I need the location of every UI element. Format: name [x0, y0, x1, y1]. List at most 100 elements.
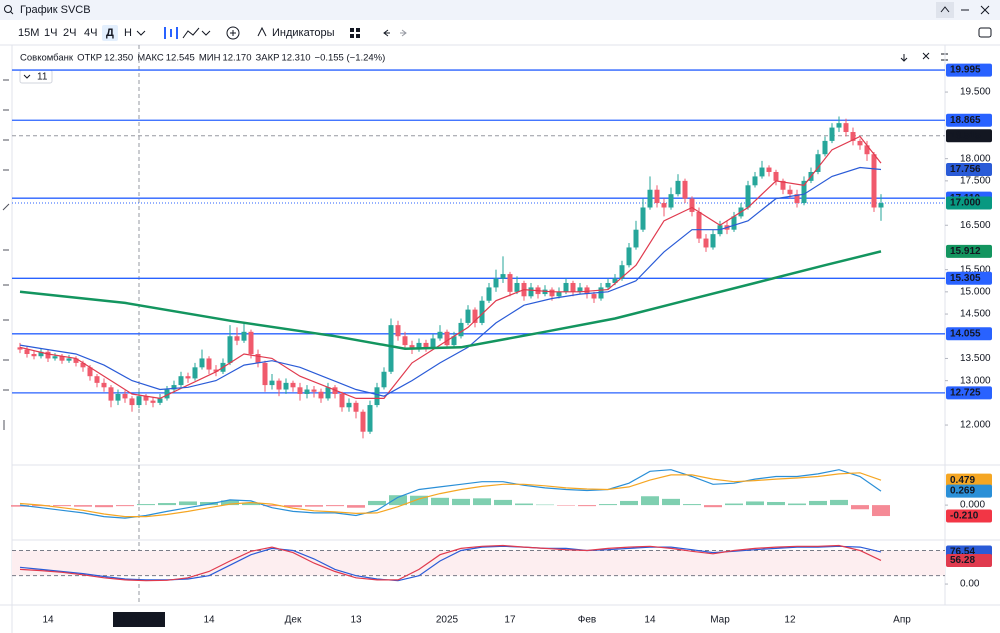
histogram-bar: [556, 505, 575, 506]
candle-body: [66, 358, 72, 361]
candle-body: [262, 362, 268, 386]
drawing-tools[interactable]: [2, 79, 10, 430]
histogram-bar: [598, 504, 617, 506]
candle-body: [752, 176, 758, 186]
ohlc-label: МАКС: [137, 53, 164, 64]
candle-body: [171, 385, 177, 390]
indicator-line: [19, 472, 882, 518]
pane-controls[interactable]: [900, 52, 948, 62]
y-tick-label: 12.000: [960, 420, 991, 431]
candle-body: [815, 154, 821, 172]
interval-button[interactable]: Д: [106, 27, 114, 39]
interval-button[interactable]: 15М: [18, 27, 39, 39]
indicator-line: [19, 469, 882, 519]
interval-button[interactable]: Н: [124, 27, 132, 39]
candle-body: [192, 367, 198, 379]
candle-body: [745, 185, 751, 208]
candle-body: [38, 351, 44, 357]
candle-body: [136, 396, 142, 406]
candle-body: [129, 398, 135, 406]
candle-body: [794, 194, 800, 204]
histogram-bar: [473, 498, 491, 506]
indicator-count: 11: [37, 72, 48, 83]
candle-body: [241, 331, 247, 341]
histogram-bar: [535, 504, 554, 506]
close-button[interactable]: [980, 5, 990, 15]
candle-body: [73, 358, 79, 363]
price-tag: [946, 553, 992, 567]
price-tag: [946, 244, 992, 258]
histogram-bar: [179, 501, 198, 506]
candle-body: [108, 387, 114, 401]
histogram-bar: [703, 505, 722, 508]
line-icon[interactable]: [182, 27, 200, 39]
interval-button[interactable]: 1Ч: [44, 27, 57, 39]
candle-body: [682, 180, 688, 199]
price-tag-label: 14.055: [950, 328, 981, 339]
candle-body: [766, 167, 772, 172]
search-icon: [10, 11, 14, 15]
candle-body: [605, 282, 611, 288]
y-tick-label: 15.500: [960, 264, 991, 275]
collapse-button[interactable]: [936, 2, 954, 18]
candle-body: [591, 294, 597, 299]
price-tag-label: 12.725: [950, 387, 981, 398]
dropdown-icon[interactable]: [136, 30, 211, 36]
histogram-bar: [682, 504, 701, 506]
layout-button[interactable]: [350, 28, 360, 38]
histogram-bar: [305, 505, 324, 507]
candle-body: [395, 325, 401, 337]
candle-body: [451, 336, 457, 346]
histogram-bar: [661, 498, 680, 506]
add-button[interactable]: [226, 26, 240, 40]
histogram-bar: [452, 498, 471, 506]
histogram-bar: [850, 505, 869, 510]
y-tick-label: 15.000: [960, 286, 991, 297]
candle-body: [507, 274, 513, 292]
x-tick-label: 14: [42, 615, 54, 626]
histogram-bar: [53, 505, 72, 507]
x-tick-label: 14: [644, 615, 656, 626]
title-bar: [0, 0, 1000, 20]
x-tick-label: 17: [504, 615, 516, 626]
candle-body: [416, 342, 422, 350]
candle-body: [864, 145, 870, 155]
candle-body: [619, 265, 625, 279]
indicators-button[interactable]: Индикаторы: [272, 27, 335, 39]
histogram-bar: [347, 505, 366, 508]
candle-body: [150, 400, 156, 403]
y-tick-label: 0.000: [960, 500, 985, 511]
candle-body: [24, 349, 30, 355]
histogram-bar: [368, 500, 387, 506]
redo-button[interactable]: [400, 29, 407, 37]
candle-body: [213, 369, 219, 372]
candle-body: [514, 282, 520, 292]
price-tag-label: 0.479: [950, 475, 975, 486]
indicator-line: [19, 544, 882, 582]
interval-button[interactable]: 4Ч: [84, 27, 97, 39]
candle-body: [87, 367, 93, 377]
interval-button[interactable]: 2Ч: [63, 27, 76, 39]
candles-icon[interactable]: [164, 27, 178, 39]
x-tick-label: Мар: [710, 615, 730, 626]
candle-body: [248, 331, 254, 355]
candle-body: [290, 382, 296, 388]
x-tick-label: Апр: [893, 615, 911, 626]
candle-body: [787, 189, 793, 195]
candle-body: [367, 405, 373, 432]
histogram-bar: [221, 500, 240, 506]
histogram-bar: [493, 499, 512, 506]
ohlc-label: ЗАКР: [256, 53, 280, 64]
x-tick-label: 12: [784, 615, 796, 626]
candle-body: [59, 356, 65, 361]
candle-body: [297, 387, 303, 394]
undo-button[interactable]: [383, 29, 390, 37]
x-tick-label: 31 Окт '24: [116, 615, 163, 626]
candle-body: [675, 180, 681, 195]
collapse-icon: [940, 6, 950, 13]
screenshot-button[interactable]: [978, 27, 992, 38]
y-tick-label: 18.000: [960, 153, 991, 164]
search-icon[interactable]: [4, 5, 12, 13]
price-tag: [946, 327, 992, 341]
